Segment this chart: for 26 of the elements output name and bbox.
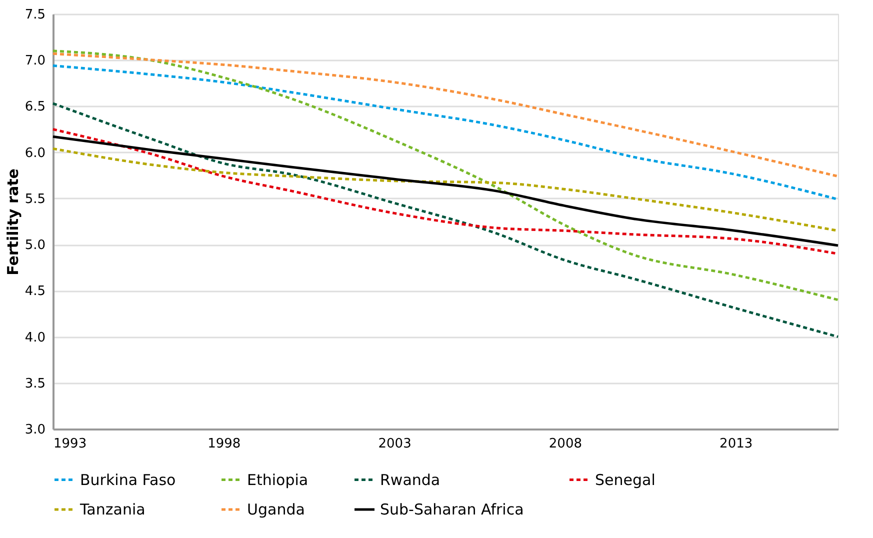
legend-label: Ethiopia: [247, 470, 308, 489]
x-tick-label: 2008: [548, 436, 582, 452]
y-tick-label: 4.0: [24, 330, 46, 346]
y-tick-label: 5.0: [24, 238, 46, 254]
x-tick-label: 2013: [720, 436, 753, 452]
y-axis-title: Fertility rate: [4, 168, 22, 276]
legend-label: Rwanda: [380, 470, 440, 489]
legend-label: Tanzania: [79, 500, 146, 518]
line-series: [52, 52, 840, 178]
legend-label: Burkina Faso: [80, 470, 176, 489]
x-tick-label: 1998: [208, 436, 241, 452]
line-series: [52, 50, 840, 302]
y-tick-label: 6.0: [24, 146, 46, 161]
legend-label: Uganda: [247, 500, 305, 518]
legend-label: Senegal: [595, 470, 656, 489]
y-tick-label: 3.5: [24, 376, 46, 392]
line-series: [52, 102, 840, 338]
y-tick-label: 4.5: [24, 284, 46, 300]
x-tick-label: 2003: [378, 436, 412, 452]
y-tick-label: 6.5: [24, 100, 46, 115]
y-tick-label: 7.5: [24, 8, 46, 22]
y-tick-label: 5.5: [24, 192, 46, 207]
y-tick-label: 7.0: [24, 54, 46, 69]
legend-label: Sub-Saharan Africa: [380, 500, 524, 518]
y-tick-label: 3.0: [24, 422, 46, 438]
x-tick-label: 1993: [54, 436, 87, 452]
